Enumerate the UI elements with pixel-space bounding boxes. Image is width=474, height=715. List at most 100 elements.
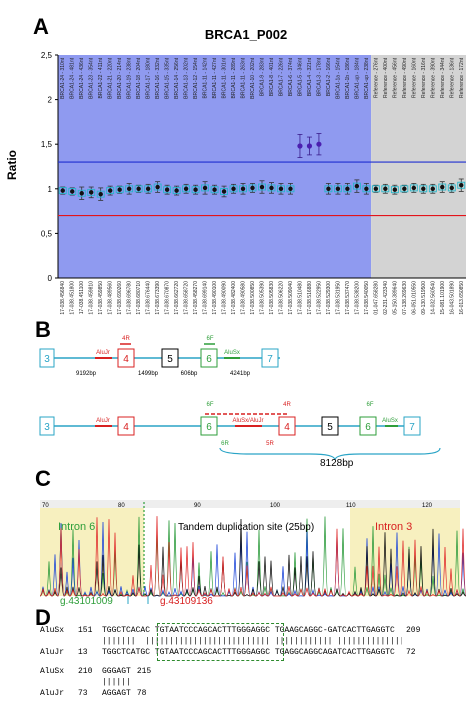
alignment-match-row: |||||| [40, 677, 470, 688]
data-point [136, 186, 141, 191]
probe-label: BRCA1-13 - 202nt [184, 57, 190, 98]
data-point [259, 184, 265, 190]
peak-trace [39, 522, 467, 597]
top-exon-5-box [161, 348, 179, 368]
top-primer-4r: 4R [122, 336, 130, 342]
probe-label: BRCA1-23 - 354nt [89, 57, 95, 98]
top-alujr-label: AluJr [96, 350, 110, 356]
ratio-box [68, 188, 77, 195]
data-point [250, 185, 255, 191]
coord-right-label: g.43109136 [160, 596, 213, 607]
reference-region-bg [371, 55, 466, 278]
data-point [335, 186, 341, 191]
ruler-label: 80 [118, 503, 125, 509]
probe-label: Reference - 172nt [459, 57, 465, 98]
data-point [345, 186, 350, 191]
locus-label: 17-038.516880 [307, 281, 313, 315]
bottom-exon-4b-label: 4 [284, 422, 290, 433]
probe-label: BRCA1-12 - 154nt [193, 57, 199, 98]
locus-label: 17-038.510480 [297, 281, 303, 315]
probe-label: BRCA1-5 - 346nt [297, 57, 303, 96]
bottom-exon-6b-label: 6 [365, 422, 371, 433]
dup-site-label: Tandem duplication site (25bp) [178, 522, 314, 533]
locus-label: 17-038.531950 [335, 281, 341, 315]
locus-label: 17-038.459810 [89, 281, 95, 315]
probe-label: BRCA1-15 - 335nt [165, 57, 171, 98]
data-point [326, 186, 331, 191]
data-point [316, 141, 322, 147]
y-tick-label: 1,5 [41, 140, 53, 149]
locus-label: 17-038.662720 [174, 281, 180, 315]
alignment-row: AluSx 151 TGGCTCACAC TGTAATCCCAGCACTTTGG… [40, 625, 470, 636]
locus-label: 17-038.538200 [354, 281, 360, 315]
locus-label: 15-081.101900 [440, 281, 446, 315]
locus-label: 17-038.522950 [316, 281, 322, 315]
sanger-chromatogram: 70 80 90 100 110 120 Intron 6 Tandem duplicat… [39, 500, 467, 607]
peak-trace [39, 519, 467, 597]
alignment: AluSx 151 TGGCTCACAC TGTAATCCCAGCACTTTGG… [40, 623, 470, 699]
ratio-box [77, 189, 86, 197]
locus-label: 17-038.459850 [98, 281, 104, 315]
data-point [70, 189, 75, 194]
ratio-box [134, 185, 143, 193]
ratio-box [447, 184, 456, 192]
locus-label: 17-038.490090 [222, 281, 228, 315]
probe-label: Reference - 400nt [383, 57, 389, 98]
y-axis-label: Ratio [5, 150, 19, 180]
match-text: ||||||| |||||||||||||||||||||||||| |||||… [102, 637, 402, 646]
panel-letter-c: C [35, 466, 51, 491]
bottom-exon-7-box [403, 416, 421, 436]
seq-name: AluSx [40, 667, 65, 676]
probe-label: BRCA1-3 - 178nt [316, 57, 322, 96]
ratio-box [96, 190, 105, 198]
data-point [164, 187, 170, 192]
probe-region-bg [58, 55, 372, 278]
seq-end: 209 [406, 626, 421, 635]
probe-label: BRCA1-17 - 180nt [146, 57, 152, 98]
locus-label: 17-038.540050 [364, 281, 370, 315]
probe-label: BRCA1-up - 184nt [354, 57, 360, 98]
data-point [421, 186, 426, 191]
top-alusx-label: AluSx [224, 350, 240, 356]
ruler-label: 120 [422, 503, 433, 509]
alignment-row: AluJr 73 AGGAGT 78 [40, 688, 470, 699]
chart-title: BRCA1_P002 [205, 27, 287, 42]
mlpa-ratio-chart: BRCA1_P002 Ratio 0 0,5 1 1,5 2 2,5 BRCA1-24 - … [5, 27, 466, 315]
data-point [297, 143, 303, 149]
data-point [60, 188, 65, 193]
locus-label: 17-038.451800 [70, 281, 76, 315]
y-tick-label: 0,5 [41, 229, 53, 238]
ratio-box [457, 181, 466, 189]
y-tick-label: 2,5 [41, 51, 53, 60]
probe-label: BRCA1-6 - 374nt [288, 57, 294, 96]
probe-label: BRCA1-11 - 427nt [212, 57, 218, 98]
probe-label: BRCA1-21 - 220nt [108, 57, 114, 98]
data-point [459, 183, 464, 188]
panel-letter-b: B [35, 317, 51, 342]
top-exon-3-label: 3 [44, 354, 50, 365]
motif-box [157, 623, 284, 661]
locus-label: 17-038.456840 [60, 281, 66, 315]
seq-text: GGGAGT [102, 667, 131, 676]
locus-label: 17-038.696780 [127, 281, 133, 315]
ratio-box [229, 185, 238, 193]
duplication-diagram: 3 4 5 6 7 AluJr AluSx 4R 6F 9192bp 1499b… [39, 336, 441, 468]
data-point [364, 186, 369, 191]
coord-left-label: g.43101009 [60, 596, 113, 607]
locus-label: 06-051.010550 [411, 281, 417, 315]
data-point [402, 186, 407, 191]
locus-label: 17-038.458270 [193, 281, 199, 315]
ratio-box [362, 185, 371, 193]
data-point [79, 191, 84, 196]
ratio-box [182, 185, 191, 193]
data-point [212, 187, 217, 192]
locus-label: 17-038.490100 [212, 281, 218, 315]
ratio-box [286, 185, 295, 193]
seq-text: TGGCTCACAC TGTAATCCCAGCACTTTGGGAGGC TGAA… [102, 626, 395, 635]
locus-label: 17-038.673390 [155, 281, 161, 315]
bottom-primer-6r: 6R [221, 441, 229, 447]
ratio-box [390, 186, 399, 194]
bottom-primer-6f-2: 6F [366, 402, 373, 408]
ratio-box [106, 187, 115, 195]
ratio-box [87, 188, 96, 196]
